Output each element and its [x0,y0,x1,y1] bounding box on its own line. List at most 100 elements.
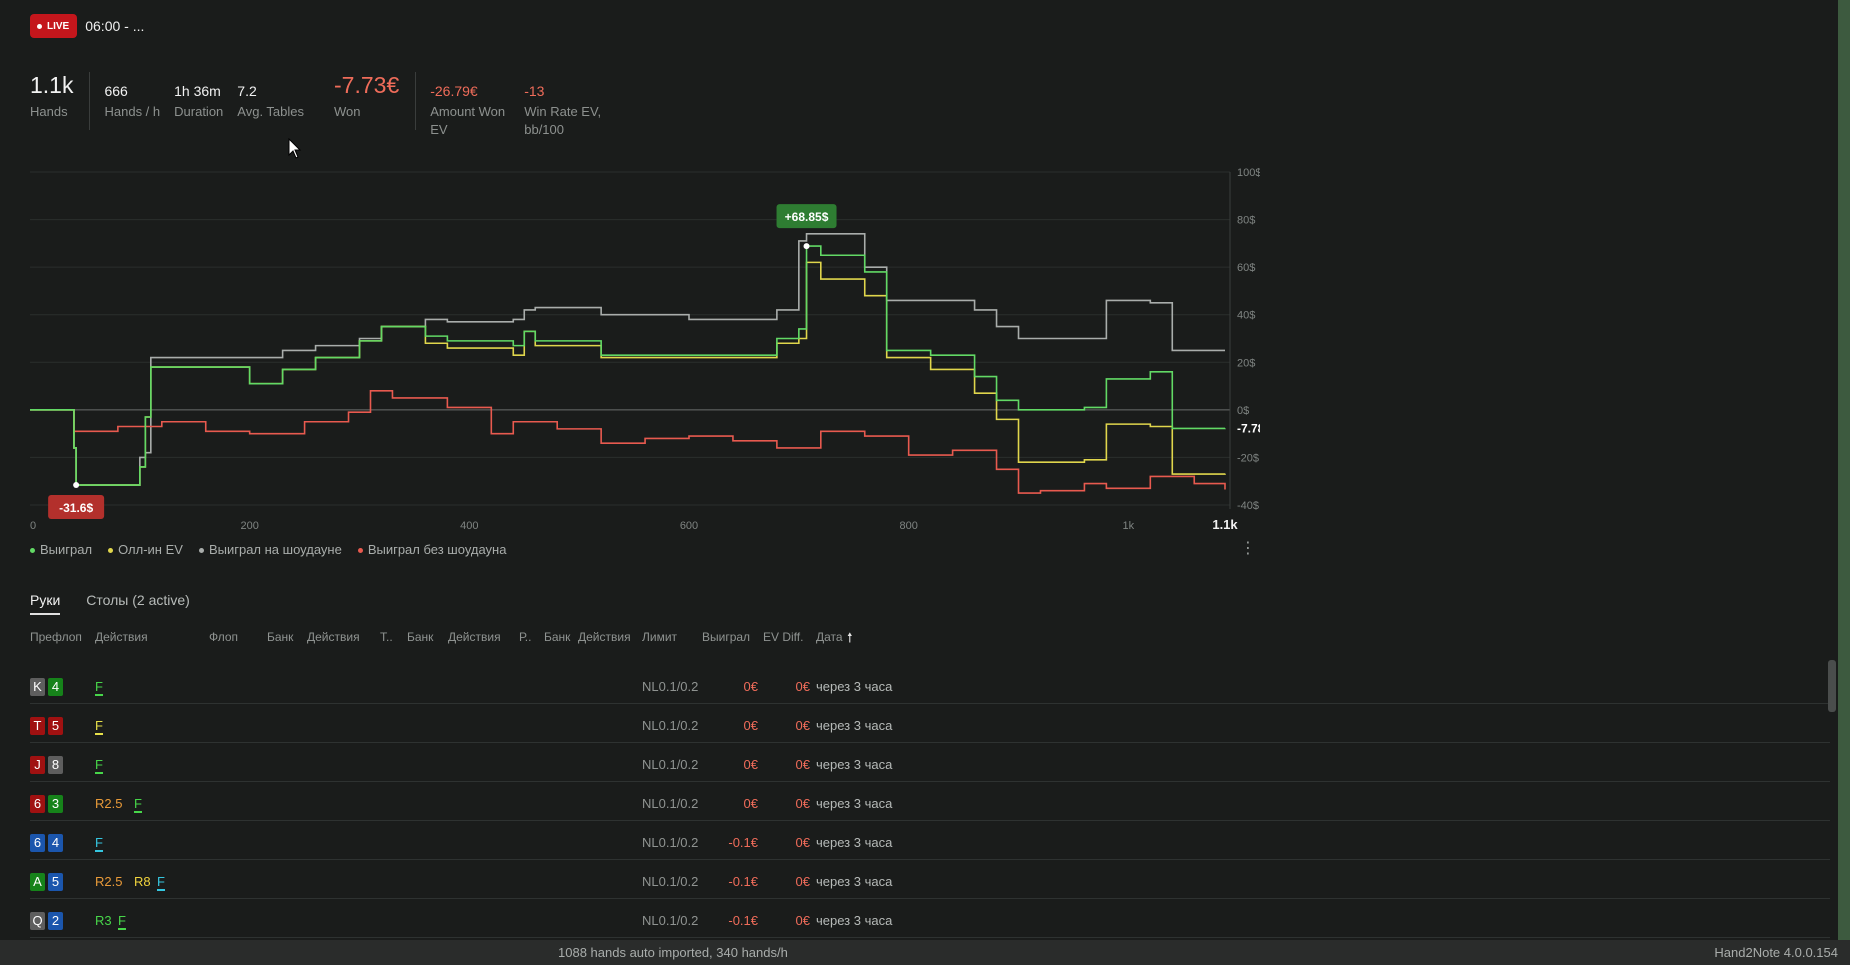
import-status: 1088 hands auto imported, 340 hands/h [558,945,788,960]
stat-label: Won [334,104,361,119]
max-label: +68.85$ [785,210,829,224]
column-header[interactable]: Т.. [380,630,393,644]
mouse-cursor-icon [288,138,302,159]
table-row[interactable]: J 8 F NL0.1/0.2 0€ 0€ через 3 часа [30,743,1830,782]
y-tick-label: 100$ [1237,167,1260,179]
tab-0[interactable]: Руки [30,592,61,615]
table-row[interactable]: Q 2 R3 F NL0.1/0.2 -0.1€ 0€ через 3 часа [30,899,1830,938]
session-title[interactable]: 06:00 - ... [85,18,145,34]
date-cell: через 3 часа [816,913,893,928]
table-row[interactable]: A 5 R2.5 R8 F NL0.1/0.2 -0.1€ 0€ через 3 часа [30,860,1830,899]
stat-label: Hands / h [104,104,161,119]
won-cell: -0.1€ [728,913,758,928]
column-header[interactable]: Флоп [209,630,239,644]
live-badge: LIVE [30,14,78,38]
preflop-action: R8 [134,874,151,889]
column-header[interactable]: Выиграл [702,630,751,644]
stat-label: Avg. Tables [237,104,305,119]
won-cell: -0.1€ [728,835,758,850]
hands-table-body: K 4 F NL0.1/0.2 0€ 0€ через 3 часа T 5 F NL0.1/0.2… [30,665,1830,938]
limit-cell: NL0.1/0.2 [642,874,699,889]
date-cell: через 3 часа [816,796,893,811]
min-label: -31.6$ [59,501,93,515]
max-point [803,243,810,250]
stat-avg-tables: 7.2 Avg. Tables [237,72,304,121]
won-cell: 0€ [743,718,758,733]
legend-label: Выиграл [40,542,93,557]
x-tick-label: 800 [899,520,917,530]
stat-label: Amount Won EV [430,104,506,137]
won-cell: -0.1€ [728,874,758,889]
legend-dot-icon [357,548,363,554]
x-tick-label: 1.1k [1212,517,1238,530]
column-header[interactable]: Р.. [519,630,532,644]
column-header[interactable]: Действия [95,630,148,644]
bankroll-chart[interactable]: 100$ 80$ 60$ 40$ 20$ 0$ -20$ -40$ 0 200 400 600 800 1… [30,160,1271,532]
hole-card: T [30,717,45,735]
hole-card: Q [30,912,45,930]
hole-card: A [30,873,45,891]
series-line-1 [30,261,1226,486]
legend-item[interactable]: Выиграл на шоудауне [198,542,342,557]
preflop-action: F [157,874,165,891]
ev-diff-cell: 0€ [795,913,810,928]
ev-diff-cell: 0€ [795,718,810,733]
y-tick-label: 40$ [1237,310,1255,322]
legend-label: Выиграл без шоудауна [367,542,507,557]
y-tick-label: 0$ [1237,405,1249,417]
column-header[interactable]: Банк [407,630,434,644]
hole-card: 6 [30,834,45,852]
min-point [73,482,80,489]
column-header[interactable]: Действия [578,630,631,644]
preflop-action: F [95,835,103,852]
stat-label: Hands [30,104,68,119]
table-row[interactable]: K 4 F NL0.1/0.2 0€ 0€ через 3 часа [30,665,1830,704]
preflop-action: R3 [95,913,112,928]
stat-hands-per-hour: 666 Hands / h [104,72,160,121]
tab-1[interactable]: Столы (2 active) [86,592,190,608]
stat-value: -13 [524,83,545,99]
table-row[interactable]: T 5 F NL0.1/0.2 0€ 0€ через 3 часа [30,704,1830,743]
column-header[interactable]: Банк [267,630,294,644]
divider [415,72,417,130]
column-header[interactable]: Действия [307,630,360,644]
legend-item[interactable]: Выиграл [30,542,92,557]
column-header[interactable]: EV Diff. [763,630,804,644]
last-value-label: -7.78$ [1237,421,1260,435]
legend-dot-icon [30,548,35,554]
legend-dot-icon [198,548,204,554]
table-row[interactable]: 6 4 F NL0.1/0.2 -0.1€ 0€ через 3 часа [30,821,1830,860]
y-tick-label: 20$ [1237,357,1255,369]
max-label-bg [776,204,837,229]
column-header[interactable]: Префлоп [30,630,82,644]
ev-diff-cell: 0€ [795,679,810,694]
stat-winrate-ev: -13 Win Rate EV, bb/100 [524,72,604,139]
limit-cell: NL0.1/0.2 [642,796,699,811]
series-line-3 [30,390,1226,494]
hole-card: 3 [48,795,63,813]
more-options-icon[interactable]: ⋮ [1240,540,1256,557]
legend-item[interactable]: Олл-ин EV [108,542,183,557]
app-version: Hand2Note 4.0.0.154 [1714,945,1838,960]
legend-item[interactable]: Выиграл без шоудауна [357,542,507,557]
column-header[interactable]: Действия [448,630,501,644]
y-tick-label: -20$ [1237,452,1259,464]
live-dot-icon [37,23,42,29]
legend-dot-icon [108,548,114,554]
column-header[interactable]: Дата [816,630,843,644]
column-header[interactable]: Банк [544,630,571,644]
x-tick-label: 600 [680,520,698,530]
legend-label: Олл-ин EV [118,542,183,557]
table-row[interactable]: 6 3 R2.5 F NL0.1/0.2 0€ 0€ через 3 часа [30,782,1830,821]
column-header[interactable]: Лимит [642,630,678,644]
sort-arrow-icon[interactable]: 🠕 [847,630,853,645]
hole-card: 4 [48,678,63,696]
series-line-2 [30,233,1225,486]
scrollbar-thumb[interactable] [1828,660,1836,712]
preflop-action: R2.5 [95,796,123,811]
ev-diff-cell: 0€ [795,757,810,772]
y-tick-label: -40$ [1237,500,1259,512]
x-tick-label: 0 [30,520,36,530]
hole-card: 6 [30,795,45,813]
stat-value: 666 [104,83,128,99]
